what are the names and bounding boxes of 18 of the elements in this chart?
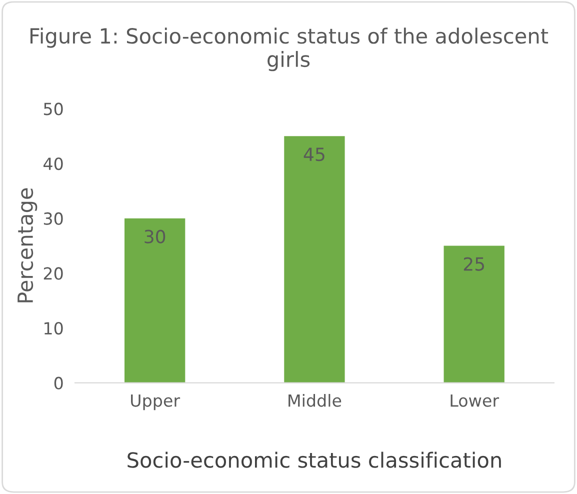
y-tick-label: 20	[44, 267, 63, 280]
x-tick-label: Lower	[450, 394, 500, 407]
data-label: 30	[144, 230, 166, 244]
x-axis-title: Socio-economic status classification	[128, 452, 501, 468]
data-label: 25	[464, 257, 484, 271]
y-tick-label: 0	[54, 376, 63, 390]
bar	[124, 218, 186, 383]
chart-title: Figure 1: Socio-economic status of the adolescent girls	[30, 28, 548, 72]
bar	[284, 136, 345, 383]
x-tick-label: Upper	[131, 394, 180, 410]
y-tick-label: 10	[44, 322, 63, 335]
y-tick-label: 50	[44, 102, 63, 116]
x-tick-label: Middle	[288, 394, 342, 407]
y-tick-label: 40	[44, 157, 63, 170]
data-label: 45	[304, 148, 324, 162]
bar	[444, 246, 504, 383]
y-axis-title: Percentage	[18, 188, 38, 302]
y-tick-label: 30	[44, 212, 63, 225]
